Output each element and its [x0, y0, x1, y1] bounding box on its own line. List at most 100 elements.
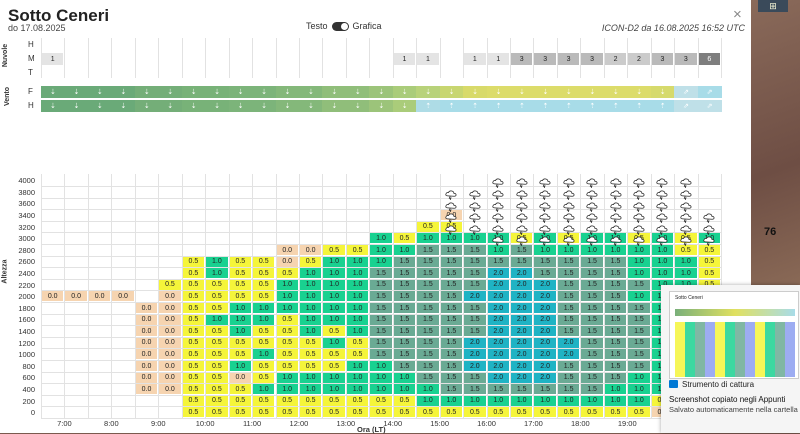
toast-body: Salvato automaticamente nella cartella S… [669, 405, 800, 414]
thunderstorm-icon [469, 199, 481, 212]
screenshot-toast[interactable]: Sotto Ceneri Strumento di cattura Screen… [661, 285, 800, 433]
chart-cell: 1.5 [393, 326, 416, 337]
thunderstorm-icon [656, 210, 668, 224]
wind-cell: ⇣ [158, 100, 183, 112]
chart-cell: 1.0 [276, 303, 298, 314]
cloud-cell-medium: 2 [628, 53, 650, 65]
chart-cell: 0.0 [135, 337, 158, 348]
toast-preview-strip [675, 309, 795, 316]
cloud-cell-medium [277, 53, 298, 65]
cloud-grid-line [533, 38, 535, 78]
chart-cell: 0.5 [276, 314, 298, 325]
y-tick-label: 1200 [18, 338, 35, 348]
chart-cell: 1.5 [604, 256, 627, 267]
chart-cell: 1.5 [440, 337, 463, 348]
chart-cell: 0.5 [299, 395, 322, 406]
thunderstorm-icon [516, 199, 528, 212]
thunderstorm-icon [563, 175, 575, 189]
chart-cell: 0.5 [534, 407, 556, 418]
chart-cell: 1.5 [557, 256, 580, 267]
chart-cell: 1.5 [464, 268, 486, 279]
cloud-cell-medium: 1 [393, 53, 416, 65]
chart-cell: 1.0 [229, 314, 252, 325]
chart-cell: 0.0 [135, 384, 158, 395]
thunderstorm-icon [516, 222, 528, 235]
chart-cell: 1.5 [440, 268, 463, 279]
wind-cell: ⇣ [298, 86, 323, 98]
chart-cell: 1.5 [464, 245, 486, 256]
chart-cell: 1.5 [534, 384, 556, 395]
x-tick-label: 12:00 [289, 419, 309, 428]
thunderstorm-icon [609, 175, 622, 189]
chart-cell: 2.0 [534, 291, 556, 302]
cloud-cell-medium [159, 53, 180, 65]
chart-cell: 1.5 [417, 361, 439, 372]
chart-cell: 0.0 [135, 303, 158, 314]
chart-cell: 1.0 [323, 314, 345, 325]
view-toggle[interactable]: Testo Grafica [306, 21, 382, 31]
chart-cell: 1.5 [464, 384, 486, 395]
chart-cell: 1.5 [557, 326, 580, 337]
chart-cell: 1.0 [323, 384, 345, 395]
chart-cell: 0.5 [299, 349, 322, 360]
chart-cell: 1.0 [534, 395, 556, 406]
chart-cell: 1.5 [581, 291, 603, 302]
thunderstorm-icon [539, 187, 551, 201]
chart-cell: 1.5 [581, 349, 603, 360]
chart-cell: 2.0 [487, 314, 509, 325]
thunderstorm-icon [492, 222, 504, 235]
chart-cell: 1.0 [675, 268, 697, 279]
y-tick-label: 3800 [18, 187, 35, 197]
chart-cell: 1.5 [464, 303, 486, 314]
chart-cell: 0.0 [159, 326, 181, 337]
cloud-row-label: T [28, 68, 33, 77]
chart-cell: 0.5 [276, 407, 298, 418]
thunderstorm-icon [633, 233, 645, 247]
thunderstorm-icon [563, 222, 575, 235]
chart-cell: 0.5 [698, 279, 721, 290]
chart-cell: 1.0 [346, 314, 369, 325]
chart-cell: 0.0 [135, 349, 158, 360]
chart-cell: 1.5 [628, 279, 650, 290]
chart-cell: 0.5 [253, 291, 275, 302]
map-badge[interactable]: ⊞ [758, 0, 788, 12]
thunderstorm-icon [539, 199, 551, 212]
wind-cell: ⇣ [650, 86, 675, 98]
chart-cell: 1.0 [299, 268, 322, 279]
chart-cell: 1.5 [557, 303, 580, 314]
thunderstorm-icon [492, 199, 504, 212]
wind-cell: ⇣ [486, 86, 511, 98]
chart-cell: 0.5 [182, 314, 205, 325]
chart-cell: 2.0 [534, 372, 556, 383]
close-button[interactable]: × [733, 6, 742, 23]
thunderstorm-icon [516, 187, 528, 201]
wind-cell: ⇣ [228, 100, 253, 112]
chart-cell: 1.5 [604, 291, 627, 302]
cloud-cell-medium: 3 [675, 53, 697, 65]
chart-cell: 0.0 [159, 303, 181, 314]
cloud-grid-line [510, 38, 511, 78]
toast-preview-image[interactable]: Sotto Ceneri [669, 291, 799, 379]
thunderstorm-icon [445, 199, 457, 212]
chart-cell: 0.5 [182, 326, 205, 337]
wind-cell: ⇣ [392, 86, 417, 98]
wind-cell: ⇣ [369, 86, 394, 98]
chart-cell: 1.0 [206, 268, 228, 279]
thunderstorm-icon [492, 187, 504, 201]
chart-grid-line [41, 255, 722, 257]
chart-cell: 0.5 [393, 233, 416, 244]
chart-cell: 1.5 [628, 349, 650, 360]
chart-cell: 0.5 [229, 268, 252, 279]
chart-cell: 1.5 [581, 279, 603, 290]
toggle-switch[interactable] [331, 21, 349, 31]
x-tick-label: 16:00 [477, 419, 496, 428]
chart-cell: 1.0 [604, 384, 627, 395]
chart-grid-line [650, 174, 652, 418]
cloud-cell-medium [183, 53, 204, 65]
chart-cell: 1.0 [370, 256, 392, 267]
chart-cell: 0.5 [698, 268, 721, 279]
chart-cell: 0.5 [229, 256, 252, 267]
chart-cell: 1.5 [604, 303, 627, 314]
chart-cell: 1.5 [440, 361, 463, 372]
chart-cell: 1.0 [253, 314, 275, 325]
